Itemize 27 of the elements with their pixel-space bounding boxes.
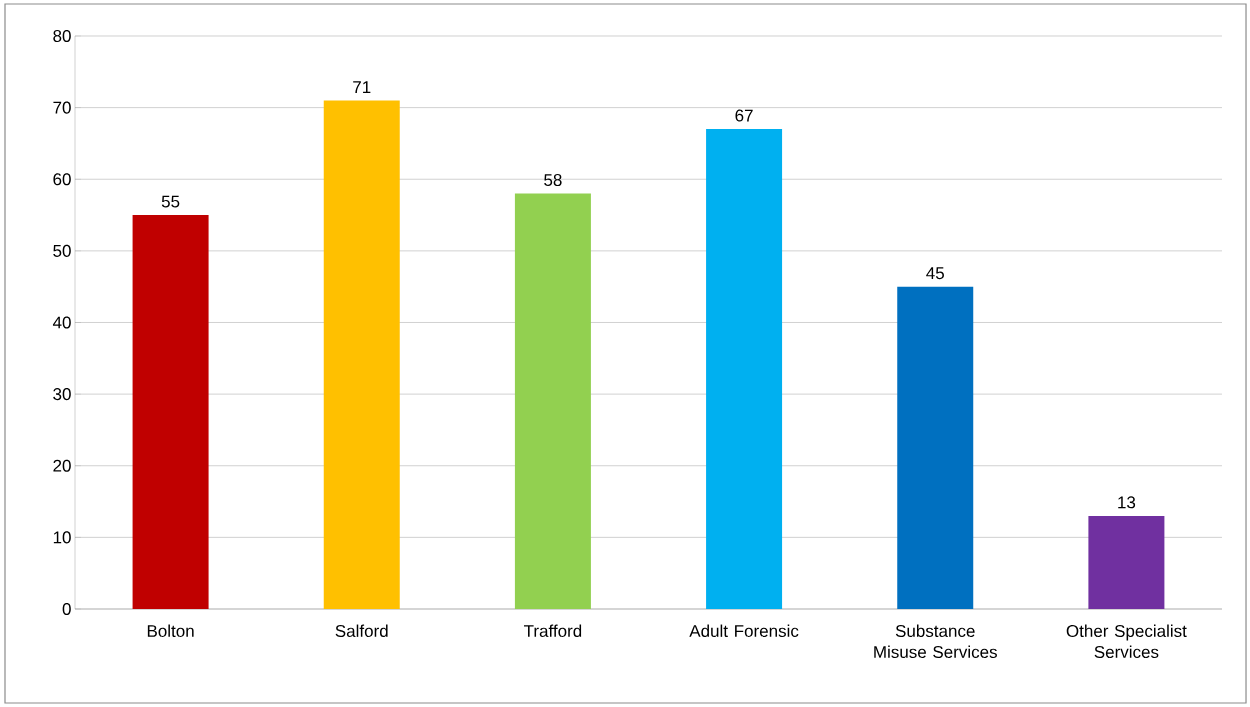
bar bbox=[132, 215, 209, 609]
bar bbox=[706, 129, 783, 609]
y-tick-label: 20 bbox=[53, 459, 71, 472]
x-tick-label: Adult Forensic bbox=[689, 624, 799, 638]
data-label: 67 bbox=[735, 109, 753, 122]
bar bbox=[323, 100, 400, 609]
data-label: 13 bbox=[1118, 496, 1136, 509]
data-label: 58 bbox=[544, 174, 562, 187]
y-tick-label: 40 bbox=[52, 316, 71, 329]
y-tick-label: 60 bbox=[53, 173, 71, 186]
x-tick-label: Trafford bbox=[524, 624, 582, 638]
x-tick-label: Salford bbox=[335, 624, 388, 638]
y-tick-label: 80 bbox=[53, 29, 71, 43]
y-tick-label: 0 bbox=[62, 602, 71, 616]
y-tick-label: 30 bbox=[53, 388, 71, 401]
data-label: 45 bbox=[926, 267, 944, 280]
x-tick-label: Bolton bbox=[147, 624, 194, 638]
bar bbox=[897, 286, 974, 609]
x-tick-label: Other Specialist Services bbox=[1066, 624, 1187, 659]
data-label: 71 bbox=[353, 81, 371, 93]
bar bbox=[514, 193, 591, 609]
bar bbox=[1088, 515, 1165, 609]
y-tick-label: 10 bbox=[53, 531, 71, 544]
data-label: 55 bbox=[161, 195, 180, 208]
x-tick-label: Substance Misuse Services bbox=[874, 624, 997, 659]
y-tick-label: 50 bbox=[53, 244, 71, 257]
y-tick-label: 70 bbox=[53, 101, 71, 114]
